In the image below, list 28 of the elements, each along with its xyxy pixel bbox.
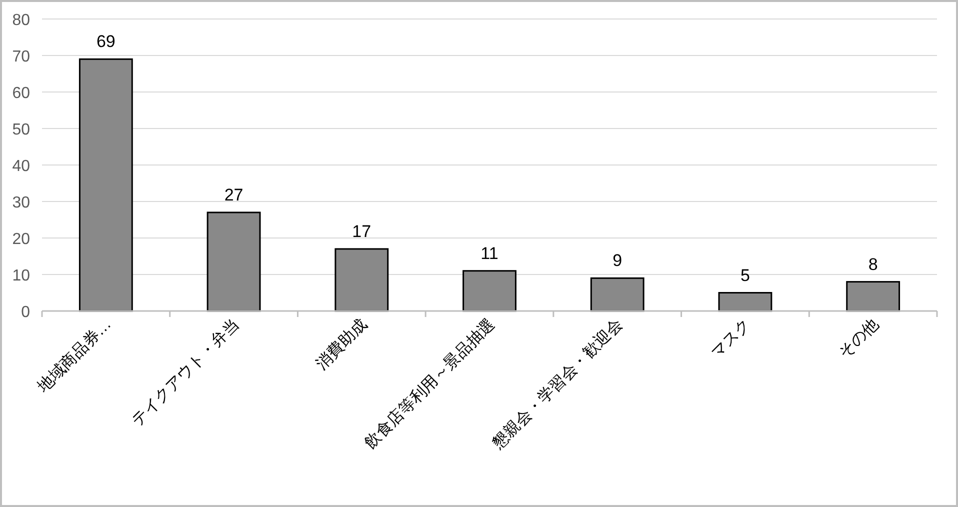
bar bbox=[462, 270, 516, 312]
bar bbox=[718, 292, 772, 312]
bar bbox=[78, 58, 133, 312]
y-tick-label: 0 bbox=[21, 304, 30, 321]
bar bbox=[206, 212, 261, 312]
y-tick-label: 50 bbox=[12, 122, 30, 138]
x-tick-label: その他 bbox=[836, 316, 882, 362]
x-tick-label: 消費助成 bbox=[312, 315, 370, 374]
bar bbox=[846, 281, 900, 312]
y-tick-label: 80 bbox=[12, 12, 30, 29]
data-label: 17 bbox=[352, 222, 372, 241]
data-label: 8 bbox=[868, 254, 878, 274]
bar bbox=[334, 248, 389, 312]
data-label: 27 bbox=[224, 185, 244, 204]
x-tick-label: マスク bbox=[708, 316, 754, 362]
bar bbox=[590, 277, 644, 312]
data-label: 9 bbox=[612, 251, 622, 270]
y-tick-label: 40 bbox=[12, 158, 30, 175]
x-tick-label: 地域商品券… bbox=[33, 315, 115, 396]
data-label: 69 bbox=[96, 32, 116, 52]
data-label: 11 bbox=[480, 244, 498, 263]
y-tick-label: 20 bbox=[12, 231, 30, 248]
y-tick-label: 30 bbox=[12, 194, 30, 212]
y-tick-label: 10 bbox=[12, 268, 30, 284]
data-label: 5 bbox=[740, 266, 750, 285]
x-tick-label: テイクアウト・弁当 bbox=[128, 315, 243, 430]
y-tick-label: 60 bbox=[12, 85, 30, 102]
y-tick-label: 70 bbox=[12, 48, 30, 66]
